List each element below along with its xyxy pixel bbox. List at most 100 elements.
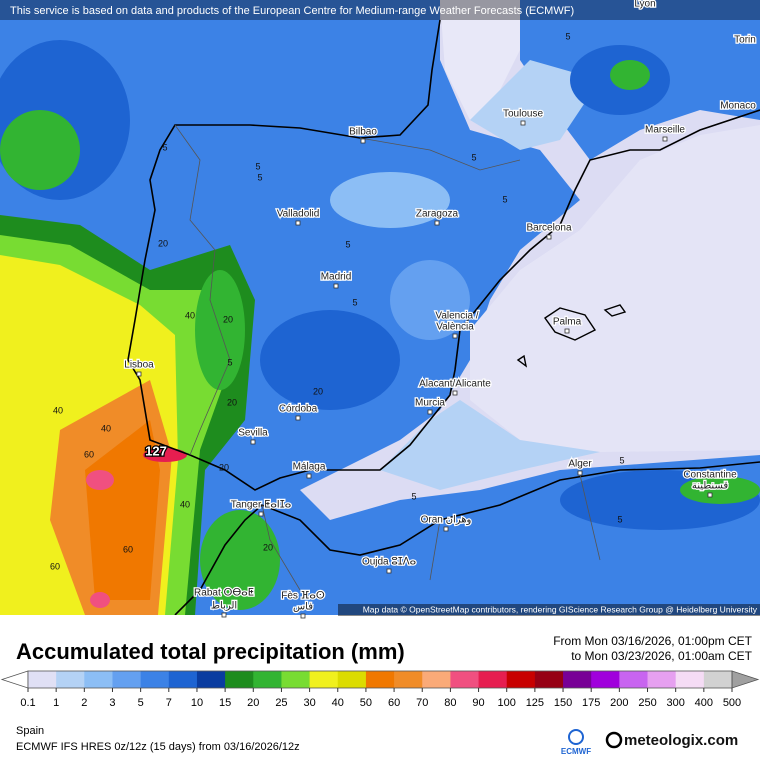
contour-label: 60 [84,449,94,459]
contour-label: 5 [619,455,624,465]
city-label: Alacant/Alicante [419,379,491,390]
city-marker [295,220,301,226]
city-label: Oujda ⵓⵊⴷⴰ [362,557,416,568]
colorbar-swatch [56,671,85,688]
city-marker [306,473,312,479]
colorbar-tick-label: 400 [695,697,713,709]
city-label: Valladolid [277,209,320,220]
colorbar-tick-label: 2 [81,697,87,709]
colorbar-tick-label: 90 [472,697,484,709]
city-marker [136,371,142,377]
period-from: From Mon 03/16/2026, 01:00pm CET [553,634,752,648]
city-label: Murcia [415,398,445,409]
meteologix-logo-mark [605,731,623,749]
colorbar-swatch [253,671,282,688]
colorbar-swatch [619,671,649,688]
colorbar-swatch [591,671,620,688]
colorbar-swatch [506,671,536,688]
model-info: ECMWF IFS HRES 0z/12z (15 days) from 03/… [16,741,300,753]
colorbar-tick-label: 10 [191,697,203,709]
period-to: to Mon 03/23/2026, 01:00am CET [571,649,752,663]
colorbar-tick-label: 30 [303,697,315,709]
city-label: València [436,322,474,333]
colorbar-swatch [478,671,508,688]
colorbar-swatch [196,671,226,688]
city-label: Córdoba [279,404,318,415]
colorbar-tick-label: 175 [582,697,600,709]
colorbar-swatch [84,671,113,688]
city-label: الرباط [211,601,237,612]
city-label: Marseille [645,125,685,136]
colorbar-tick-label: 300 [667,697,685,709]
colorbar-swatch [225,671,254,688]
colorbar-tick-label: 125 [526,697,544,709]
contour-label: 20 [158,238,168,248]
colorbar-swatch [675,671,705,688]
city-label: فاس [293,602,313,613]
contour-label: 20 [313,386,323,396]
colorbar-over-arrow [731,670,760,689]
city-marker [452,333,458,339]
colorbar-swatch [647,671,677,688]
colorbar-tick-label: 7 [166,697,172,709]
colorbar-tick-label: 80 [444,697,456,709]
colorbar-tick-label: 20 [247,697,259,709]
colorbar-swatch [365,671,395,688]
contour-label: 5 [352,297,357,307]
city-label: Rabat ⵔⴱⴰⵟ [194,588,254,599]
colorbar-swatch [422,671,451,688]
colorbar-tick-label: 15 [219,697,231,709]
city-label: Barcelona [526,223,571,234]
city-marker [386,568,392,574]
colorbar-swatch [28,671,57,688]
city-marker [452,390,458,396]
city-label: Monaco [720,101,756,112]
ecmwf-logo-mark [568,729,584,745]
contour-label: 5 [502,194,507,204]
colorbar-tick-label: 150 [554,697,572,709]
contour-label: 60 [123,544,133,554]
colorbar-swatch [168,671,198,688]
colorbar-swatch [563,671,592,688]
colorbar-swatch [140,671,170,688]
city-label: Málaga [293,462,326,473]
city-marker [577,470,583,476]
colorbar-swatch [309,671,339,688]
contour-label: 20 [227,397,237,407]
colorbar-tick-label: 100 [498,697,516,709]
colorbar-swatch [337,671,367,688]
map [0,0,760,615]
meteologix-logo: meteologix.com [624,732,738,749]
city-marker [546,234,552,240]
contour-label: 5 [255,161,260,171]
max-value-label: 127 [145,443,167,458]
contour-label: 20 [223,314,233,324]
city-marker [707,492,713,498]
colorbar-tick-label: 250 [638,697,656,709]
city-marker [258,511,264,517]
colorbar-tick-label: 500 [723,697,741,709]
city-marker [564,328,570,334]
city-marker [300,613,306,619]
colorbar-swatch [394,671,423,688]
colorbar-swatch [281,671,311,688]
contour-label: 5 [227,357,232,367]
map-attribution: Map data © OpenStreetMap contributors, r… [363,604,758,614]
city-label: Zaragoza [416,209,459,220]
city-label: قسنطينة [692,481,729,492]
city-label: Sevilla [238,428,268,439]
city-label: Valencia / [435,311,478,322]
colorbar-tick-label: 200 [610,697,628,709]
city-marker [520,120,526,126]
city-marker [427,409,433,415]
city-label: Lisboa [124,360,154,371]
city-label: Alger [568,459,592,470]
contour-label: 60 [50,561,60,571]
colorbar-tick-label: 60 [388,697,400,709]
contour-label: 5 [257,172,262,182]
colorbar-tick-label: 3 [109,697,115,709]
city-marker [443,526,449,532]
colorbar-swatch [703,671,733,688]
colorbar-tick-label: 1 [53,697,59,709]
